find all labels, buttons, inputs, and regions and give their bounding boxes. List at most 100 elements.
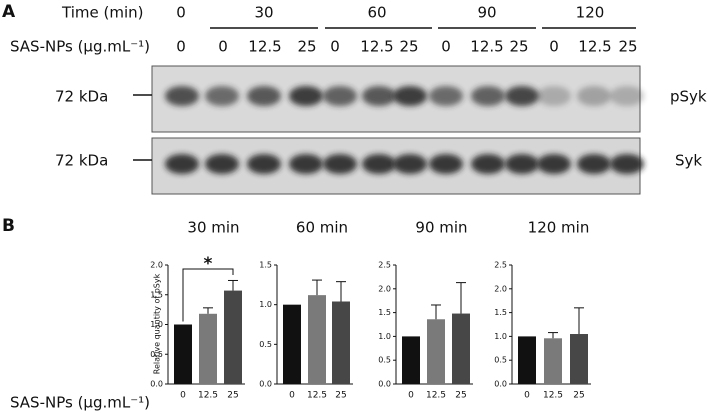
time-value: 120 [576,4,605,22]
conc-value: 25 [297,38,316,56]
y-tick-label: 0.5 [259,340,272,349]
conc-value: 12.5 [578,38,611,56]
bar [518,336,536,384]
y-tick-label: 0.0 [150,380,163,389]
conc-value: 0 [176,38,186,56]
y-tick-label: 1.5 [494,308,507,317]
conc-value: 12.5 [470,38,503,56]
band [247,154,281,174]
conc-value: 25 [399,38,418,56]
y-tick-label: 0.5 [378,356,391,365]
blot-name: pSyk [670,88,707,106]
conc-label: SAS-NPs (µg.mL⁻¹) [10,38,150,56]
time-label: Time (min) [61,4,143,22]
chart-title: 30 min [187,219,239,237]
y-tick-label: 2.0 [378,284,391,293]
chart-title: 60 min [296,219,348,237]
x-tick-label: 12.5 [543,391,563,401]
conc-value: 25 [618,38,637,56]
band [205,154,239,174]
conc-value: 0 [441,38,451,56]
bar [283,304,301,384]
time-value: 0 [176,4,186,22]
x-tick-label: 0 [524,391,530,401]
bar [332,301,350,384]
y-tick-label: 0.5 [494,356,507,365]
conc-value: 0 [218,38,228,56]
error-bar [228,279,238,291]
band [471,154,505,174]
bar [224,290,242,384]
band [393,154,427,174]
y-tick-label: 2.5 [494,261,507,270]
x-tick-label: 12.5 [307,391,327,401]
band [537,86,571,106]
y-tick-label: 1.0 [259,300,272,309]
panel-label: B [2,216,15,236]
band [247,86,281,106]
y-tick-label: 1.5 [150,290,163,299]
bar [402,336,420,384]
blot-name: Syk [675,152,702,170]
band [505,154,539,174]
y-tick-label: 2.5 [378,261,391,270]
band [577,86,611,106]
bar [308,295,326,384]
y-tick-label: 1.5 [259,261,272,270]
error-bar [336,281,346,302]
band [205,86,239,106]
y-tick-label: 1.5 [378,308,391,317]
chart-title: 90 min [415,219,467,237]
x-tick-label: 12.5 [426,391,446,401]
conc-value: 25 [509,38,528,56]
band [429,154,463,174]
y-tick-label: 2.0 [150,261,163,270]
time-value: 60 [367,4,386,22]
x-tick-label: 25 [455,391,466,401]
x-tick-label: 25 [573,391,584,401]
error-bar [312,279,322,296]
error-bar [203,307,213,314]
band [471,86,505,106]
band [323,154,357,174]
conc-value: 0 [549,38,559,56]
x-tick-label: 0 [408,391,414,401]
band [610,154,644,174]
band [577,154,611,174]
bar [570,334,588,384]
band [429,86,463,106]
panel-label: A [2,2,16,22]
band [393,86,427,106]
band [537,154,571,174]
bar [427,319,445,384]
band [362,154,396,174]
band [165,86,199,106]
y-axis-label: Relative quantity of pSyk [153,273,162,374]
band [505,86,539,106]
conc-value: 12.5 [360,38,393,56]
y-tick-label: 0.5 [150,350,163,359]
chart-title: 120 min [528,219,590,237]
x-tick-label: 25 [335,391,346,401]
y-tick-label: 2.0 [494,284,507,293]
band [323,86,357,106]
error-bar [548,332,558,339]
time-value: 90 [477,4,496,22]
band [165,154,199,174]
bands [165,86,644,174]
significance-bracket [182,268,234,322]
y-tick-label: 0.0 [259,380,272,389]
bar [544,338,562,384]
x-axis-label: SAS-NPs (µg.mL⁻¹) [10,394,150,412]
y-tick-label: 0.0 [494,380,507,389]
x-tick-label: 0 [289,391,295,401]
bar [452,313,470,384]
marker-label: 72 kDa [55,152,108,170]
bar [174,324,192,384]
error-bar [574,307,584,335]
band [289,86,323,106]
x-tick-label: 12.5 [198,391,218,401]
band [362,86,396,106]
band [289,154,323,174]
